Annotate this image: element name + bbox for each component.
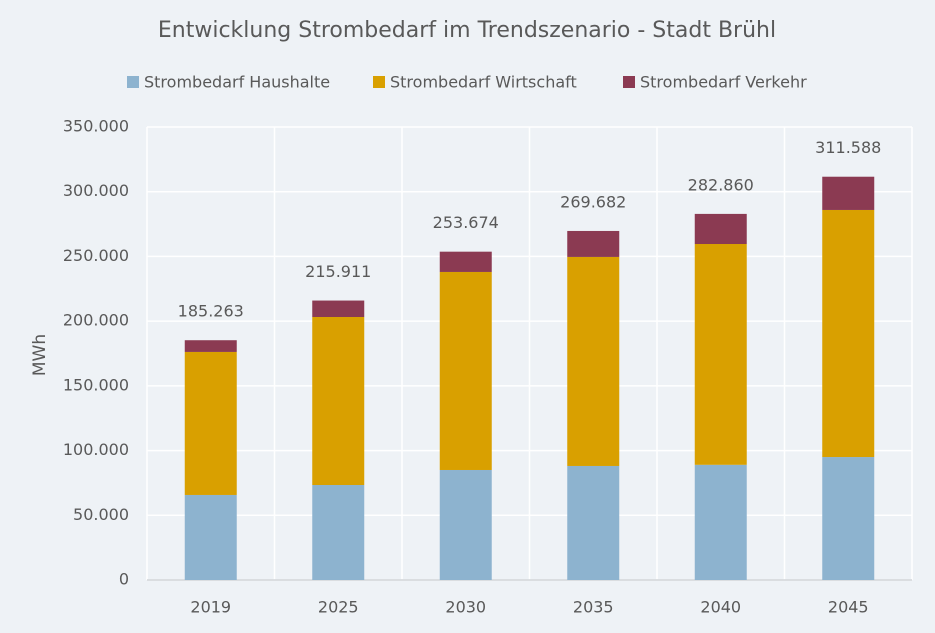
bar-segment <box>184 494 237 580</box>
bar-segment <box>567 230 620 257</box>
legend-swatch <box>373 76 385 88</box>
bar-segment <box>822 176 875 210</box>
y-tick-label: 100.000 <box>63 440 129 459</box>
x-tick-label: 2025 <box>318 598 359 617</box>
legend-swatch <box>127 76 139 88</box>
y-tick-label: 150.000 <box>63 375 129 394</box>
bar-segment <box>312 317 365 485</box>
x-tick-label: 2040 <box>700 598 741 617</box>
total-label: 311.588 <box>815 138 881 157</box>
x-tick-label: 2045 <box>828 598 869 617</box>
bar-segment <box>184 351 237 495</box>
y-tick-label: 300.000 <box>63 181 129 200</box>
legend-label: Strombedarf Wirtschaft <box>390 73 577 92</box>
total-label: 185.263 <box>178 302 244 321</box>
bar-segment <box>439 469 492 580</box>
total-label: 282.860 <box>688 175 754 194</box>
total-label: 215.911 <box>305 262 371 281</box>
y-tick-label: 250.000 <box>63 246 129 265</box>
bar-segment <box>312 300 365 318</box>
bar-segment <box>822 457 875 580</box>
y-tick-label: 0 <box>119 570 129 589</box>
bar-segment <box>567 465 620 580</box>
bar-segment <box>567 256 620 466</box>
legend-swatch <box>623 76 635 88</box>
bar-segment <box>694 244 747 465</box>
bar-segment <box>822 209 875 458</box>
y-tick-label: 350.000 <box>63 117 129 136</box>
bar-segment <box>184 340 237 352</box>
legend-label: Strombedarf Verkehr <box>640 73 807 92</box>
x-tick-label: 2019 <box>190 598 231 617</box>
chart-title: Entwicklung Strombedarf im Trendszenario… <box>158 18 776 43</box>
x-tick-label: 2035 <box>573 598 614 617</box>
total-label: 269.682 <box>560 192 626 211</box>
legend-label: Strombedarf Haushalte <box>144 73 330 92</box>
y-axis-label: MWh <box>30 334 50 376</box>
x-tick-label: 2030 <box>445 598 486 617</box>
bar-segment <box>439 271 492 470</box>
bar-segment <box>439 251 492 272</box>
y-tick-label: 50.000 <box>73 505 129 524</box>
bar-segment <box>694 464 747 580</box>
total-label: 253.674 <box>433 213 499 232</box>
y-tick-label: 200.000 <box>63 311 129 330</box>
bar-segment <box>312 484 365 580</box>
bar-segment <box>694 213 747 245</box>
